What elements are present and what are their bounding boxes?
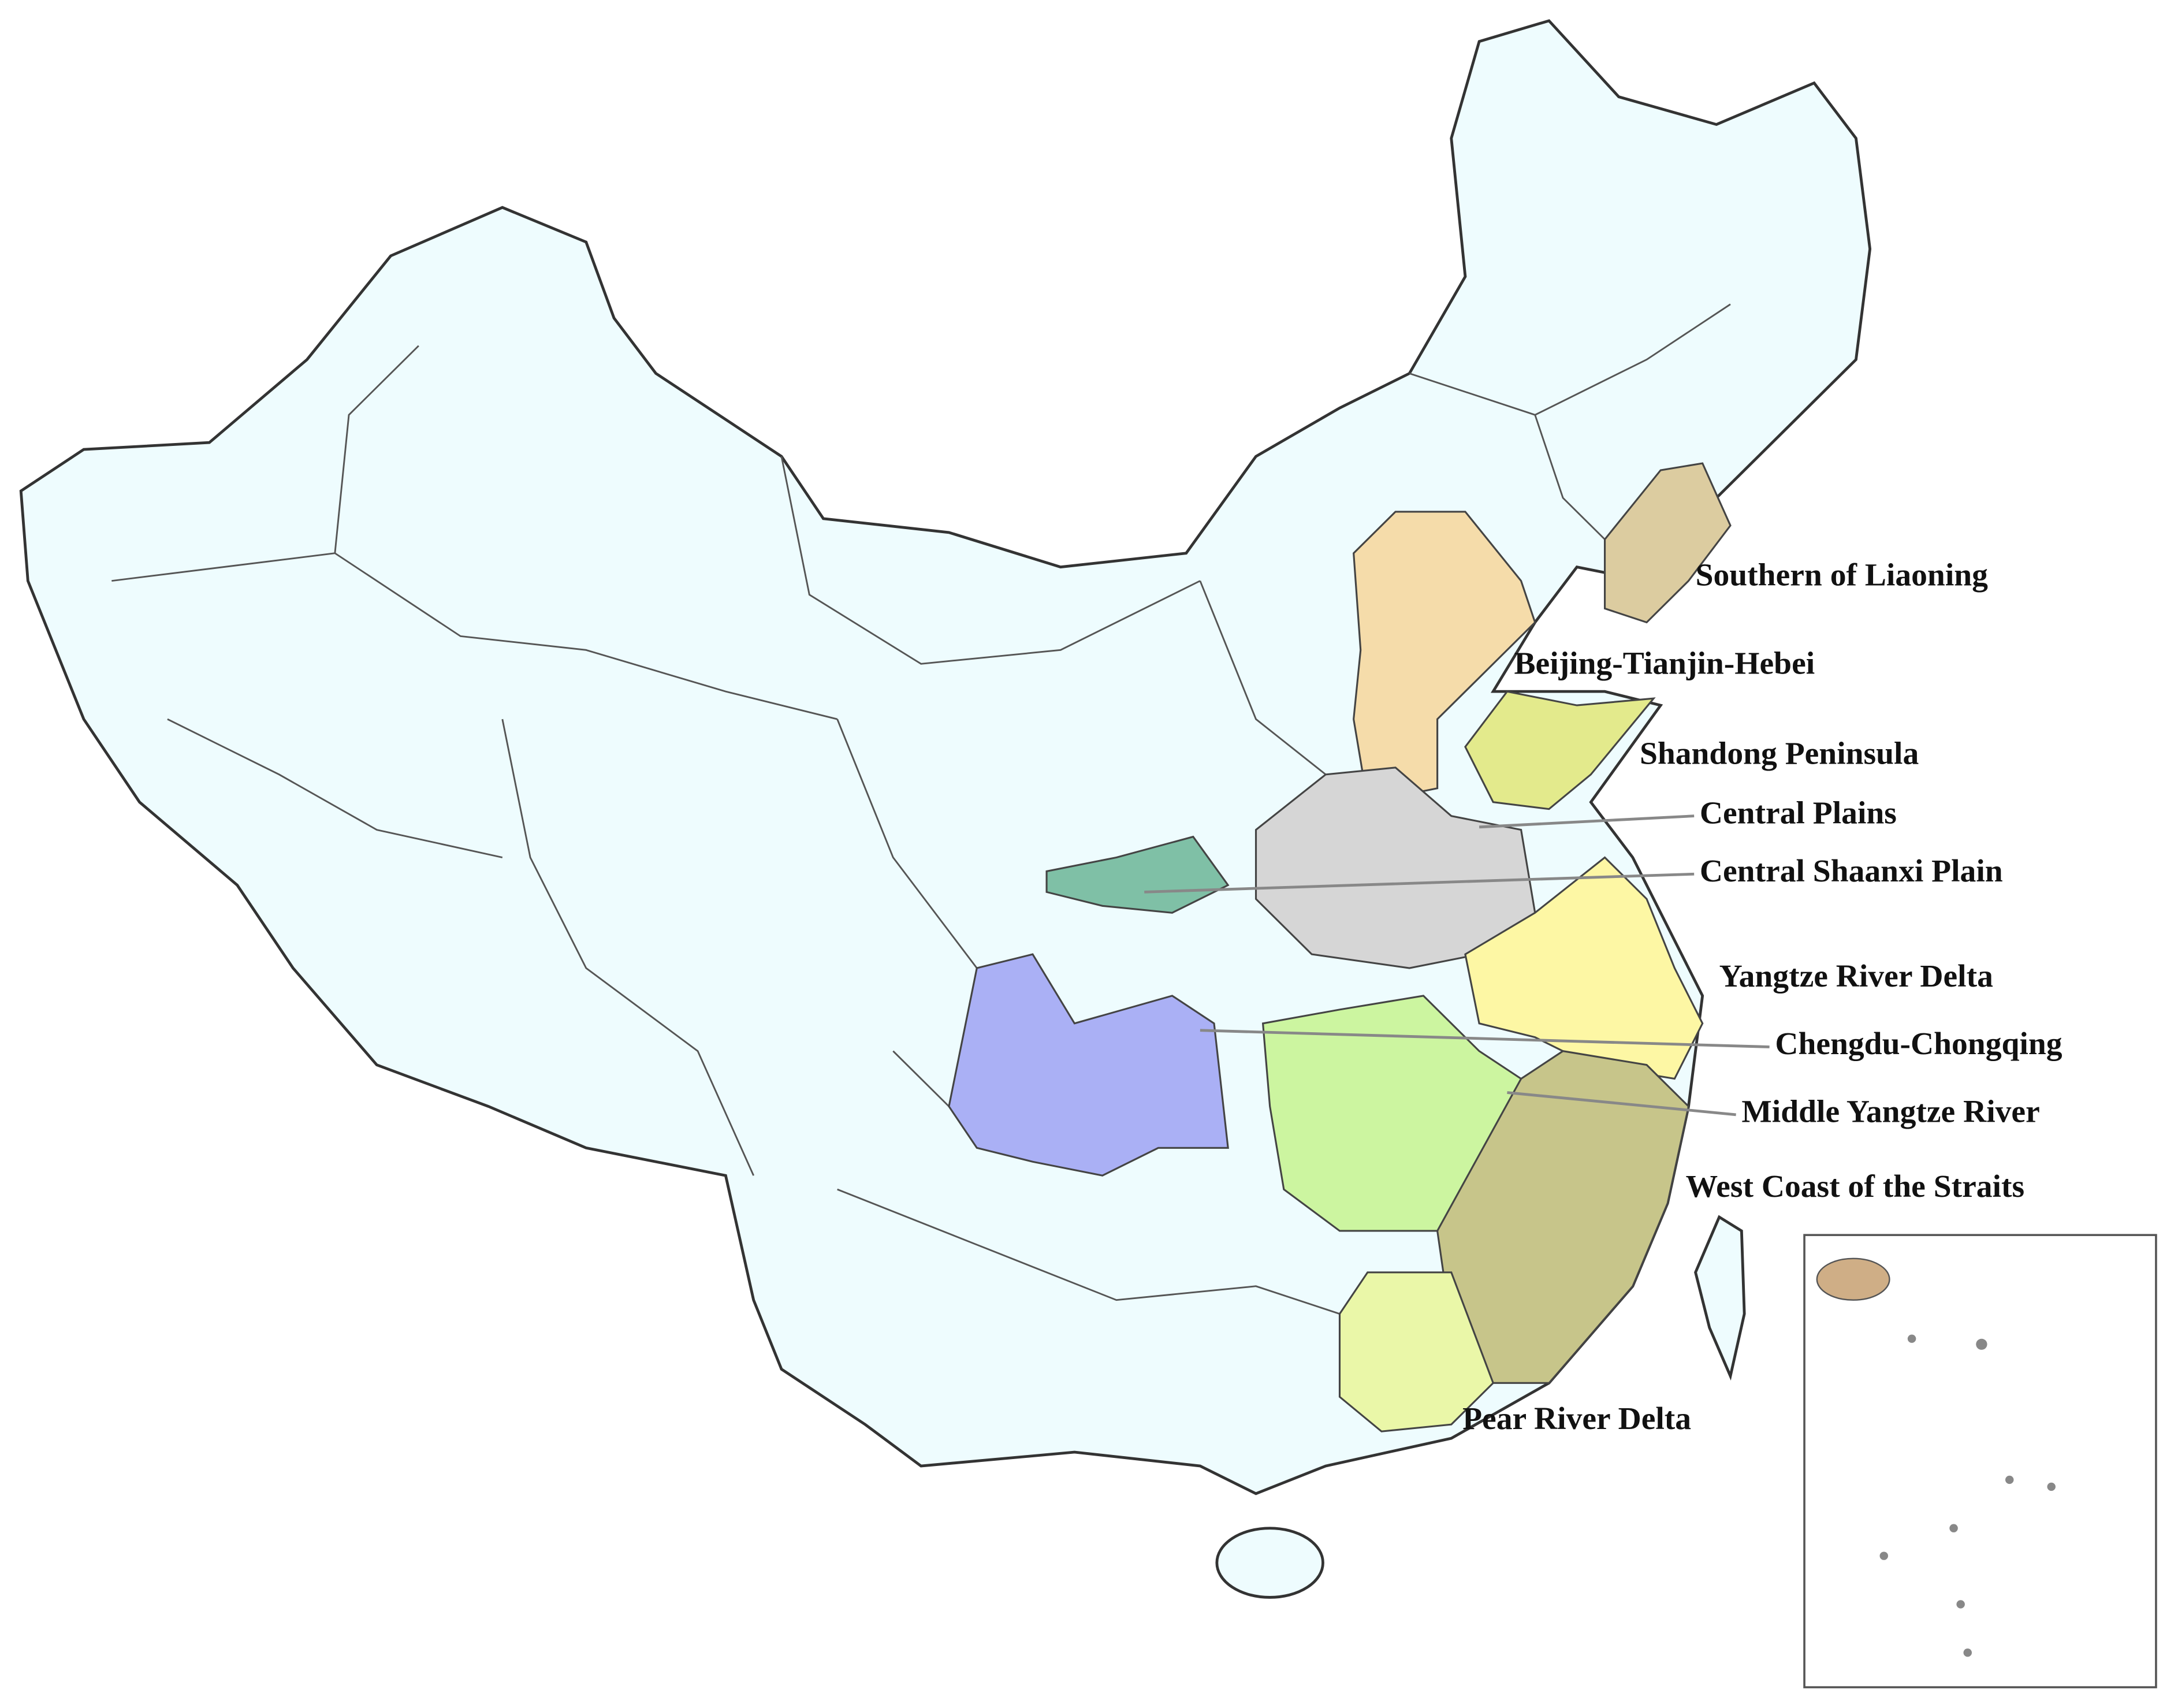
border [1534,414,1606,540]
region-area [1464,690,1656,810]
border [837,1188,1340,1315]
region-area [1338,1271,1495,1432]
labels: Southern of Liaoning Beijing-Tianjin-Hebe… [1144,557,2063,1436]
islet [1907,1334,1916,1343]
region-label: Yangtze River Delta [1719,958,1993,993]
inset-island [1816,1257,1890,1301]
border [111,552,838,720]
leader-line [1507,1091,1736,1117]
region-label: Southern of Liaoning [1696,557,1989,593]
region-area [1353,511,1536,803]
leader-line [1479,814,1695,829]
islet [1949,1524,1958,1532]
taiwan-island [1694,1215,1746,1381]
leader-line [1144,872,1695,894]
region-label: Middle Yangtze River [1741,1094,2039,1129]
region-area [1464,856,1704,1080]
region-label: Beijing-Tianjin-Hebei [1514,646,1815,681]
border [1199,581,1327,775]
province-borders [111,303,1731,1315]
border [780,456,1201,665]
inset-islands [1879,1334,2056,1657]
region-area [948,953,1229,1177]
islet [2047,1482,2056,1491]
region-area [1045,835,1230,914]
region-label: Central Plains [1700,795,1897,831]
islet [1956,1600,1965,1609]
islet [1963,1649,1972,1657]
inset-frame [1803,1234,2157,1688]
islet [1879,1551,1889,1560]
border [501,719,755,1176]
hainan-island [1215,1527,1324,1599]
regions [948,462,1732,1432]
region-area [1603,462,1732,624]
islet [2005,1475,2014,1484]
region-label: Chengdu-Chongqing [1775,1026,2063,1061]
border [892,1050,950,1107]
border [334,345,419,553]
region-label: Central Shaanxi Plain [1700,853,2003,888]
region-label: West Coast of the Straits [1686,1169,2024,1204]
islet [1976,1338,1987,1350]
region-label: Shandong Peninsula [1640,736,1919,771]
border [167,718,503,858]
region-label: Pear River Delta [1462,1401,1691,1436]
border [836,719,978,969]
border [1409,303,1731,416]
leader-line [1200,1029,1770,1048]
